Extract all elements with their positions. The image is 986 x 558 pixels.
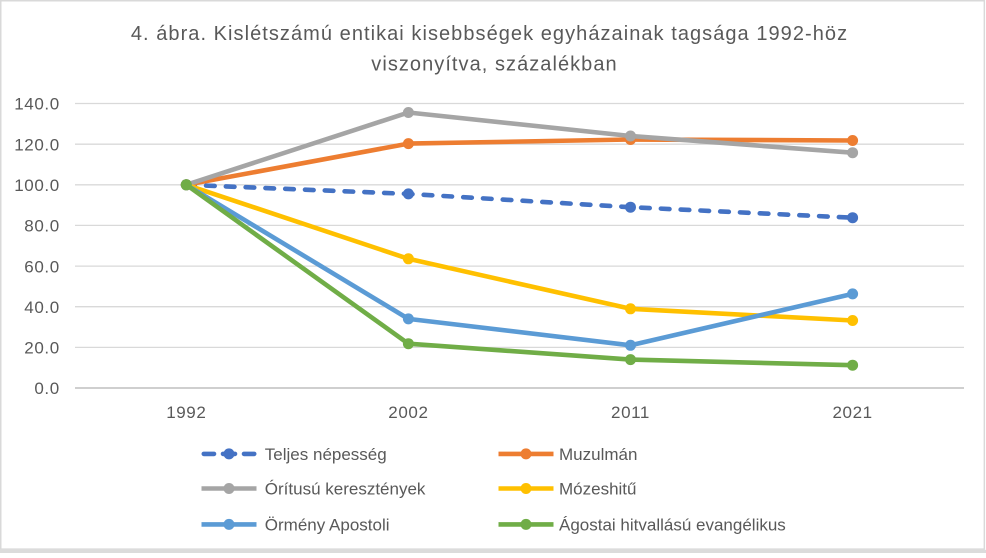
svg-text:2021: 2021: [832, 403, 872, 422]
svg-text:4. ábra. Kislétszámú entikai k: 4. ábra. Kislétszámú entikai kisebbségek…: [131, 23, 848, 45]
svg-text:Muzulmán: Muzulmán: [559, 445, 637, 464]
svg-text:60.0: 60.0: [24, 257, 60, 276]
svg-text:1992: 1992: [166, 403, 206, 422]
svg-text:Órítusú keresztények: Órítusú keresztények: [265, 480, 426, 499]
svg-text:100.0: 100.0: [14, 176, 60, 195]
svg-text:140.0: 140.0: [14, 95, 60, 114]
svg-text:2011: 2011: [611, 403, 650, 422]
svg-text:120.0: 120.0: [14, 135, 60, 154]
svg-text:Ágostai hitvallású evangélikus: Ágostai hitvallású evangélikus: [559, 516, 786, 535]
svg-text:80.0: 80.0: [24, 217, 60, 236]
svg-text:0.0: 0.0: [34, 379, 59, 398]
svg-text:Örmény Apostoli: Örmény Apostoli: [265, 516, 390, 535]
svg-text:2002: 2002: [388, 403, 428, 422]
svg-text:viszonyítva, százalékban: viszonyítva, százalékban: [371, 54, 617, 76]
svg-text:Teljes népesség: Teljes népesség: [265, 445, 387, 464]
svg-text:Mózeshitű: Mózeshitű: [559, 480, 636, 499]
svg-text:20.0: 20.0: [24, 339, 60, 358]
svg-text:40.0: 40.0: [24, 298, 60, 317]
